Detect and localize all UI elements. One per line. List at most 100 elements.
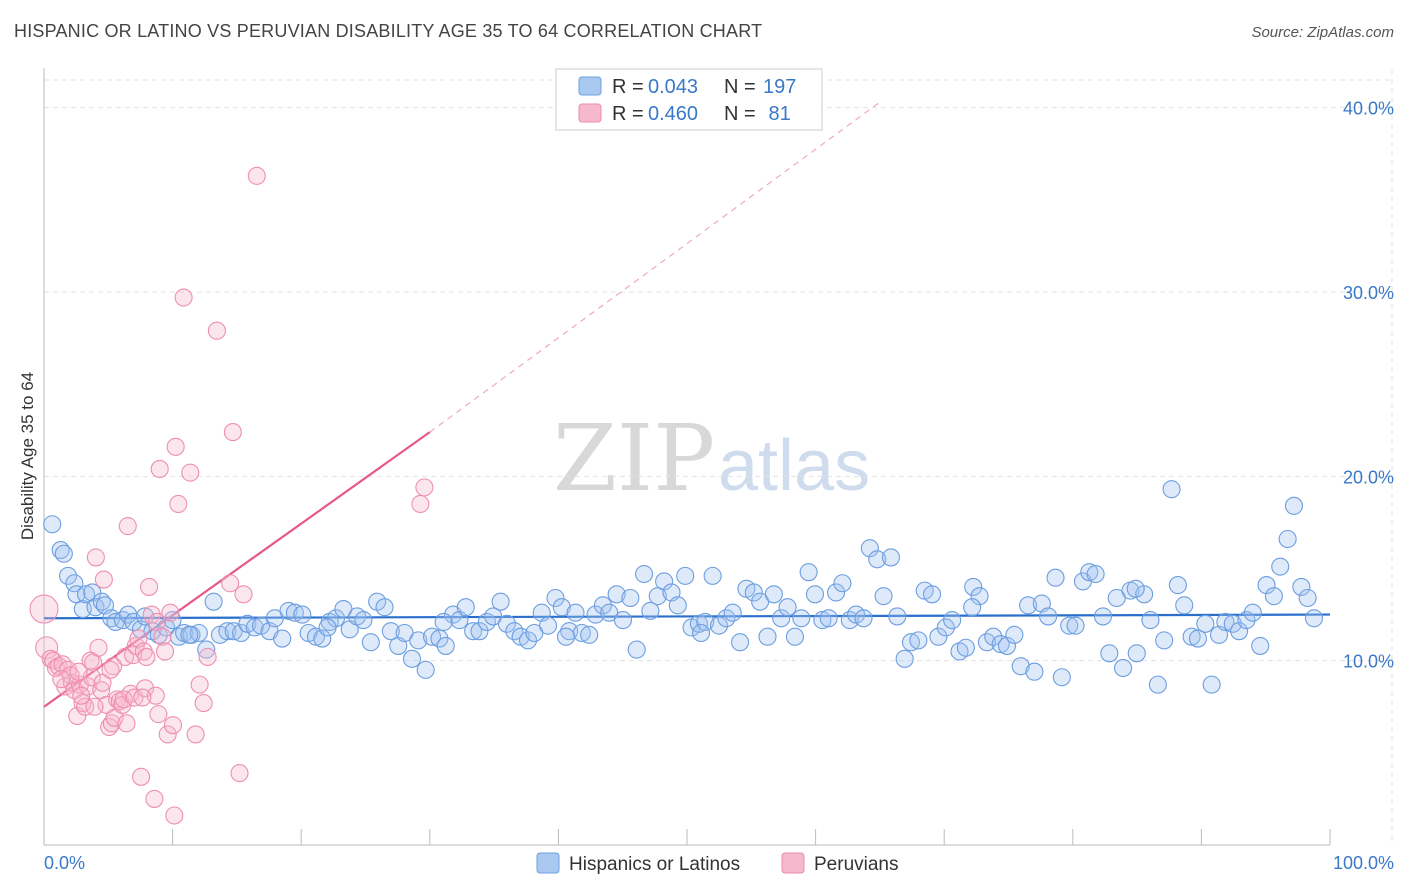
point-hispanics bbox=[1080, 563, 1099, 582]
point-peruvians bbox=[190, 675, 209, 694]
point-peruvians bbox=[161, 603, 180, 622]
point-peruvians bbox=[133, 688, 152, 707]
point-peruvians bbox=[155, 642, 175, 661]
point-hispanics bbox=[65, 574, 84, 593]
point-hispanics bbox=[827, 583, 846, 602]
legend-r-label-1: R = bbox=[612, 76, 644, 98]
point-hispanics bbox=[273, 629, 292, 648]
point-hispanics bbox=[868, 550, 887, 569]
watermark-atlas: atlas bbox=[718, 426, 870, 506]
point-peruvians bbox=[145, 789, 164, 808]
point-hispanics bbox=[1086, 564, 1105, 584]
point-hispanics bbox=[83, 583, 102, 602]
point-hispanics bbox=[607, 585, 626, 604]
point-peruvians bbox=[223, 423, 242, 442]
point-hispanics bbox=[1100, 644, 1119, 663]
point-hispanics bbox=[627, 640, 646, 659]
point-hispanics bbox=[874, 587, 893, 606]
point-hispanics bbox=[539, 616, 558, 635]
trend-line-peruvians bbox=[43, 431, 431, 708]
point-hispanics bbox=[970, 587, 989, 606]
point-hispanics bbox=[157, 618, 176, 637]
point-peruvians bbox=[174, 288, 193, 307]
point-hispanics bbox=[881, 548, 900, 567]
point-hispanics bbox=[518, 631, 538, 650]
point-peruvians bbox=[29, 594, 59, 624]
source-label: Source: ZipAtlas.com bbox=[1251, 24, 1394, 41]
point-hispanics bbox=[197, 640, 216, 659]
point-hispanics bbox=[470, 622, 489, 641]
point-hispanics bbox=[621, 588, 640, 608]
point-hispanics bbox=[58, 566, 78, 585]
point-hispanics bbox=[1162, 480, 1181, 499]
point-peruvians bbox=[132, 767, 151, 786]
point-hispanics bbox=[409, 631, 428, 650]
point-hispanics bbox=[1155, 631, 1174, 650]
point-hispanics bbox=[1148, 675, 1167, 694]
point-hispanics bbox=[792, 609, 811, 628]
point-hispanics bbox=[854, 609, 873, 628]
point-hispanics bbox=[888, 607, 907, 626]
point-hispanics bbox=[696, 612, 715, 632]
point-peruvians bbox=[89, 638, 108, 657]
point-hispanics bbox=[758, 627, 777, 646]
point-hispanics bbox=[1202, 675, 1221, 694]
bottom-legend-swatch-hispanics bbox=[536, 852, 560, 874]
point-hispanics bbox=[1271, 557, 1290, 576]
point-hispanics bbox=[464, 622, 483, 641]
series-hispanics-points bbox=[43, 480, 1324, 694]
point-peruvians bbox=[105, 708, 124, 727]
y-tick-label: 10.0% bbox=[1343, 652, 1394, 672]
point-hispanics bbox=[929, 627, 948, 646]
point-hispanics bbox=[436, 636, 455, 655]
point-peruvians bbox=[198, 647, 217, 667]
legend-r-value-2: 0.460 bbox=[648, 103, 698, 125]
point-peruvians bbox=[117, 714, 136, 733]
point-hispanics bbox=[691, 623, 711, 643]
point-hispanics bbox=[1284, 496, 1304, 515]
point-hispanics bbox=[593, 596, 612, 615]
point-hispanics bbox=[655, 572, 674, 591]
point-hispanics bbox=[285, 603, 304, 622]
point-hispanics bbox=[764, 585, 783, 604]
point-hispanics bbox=[668, 596, 687, 615]
point-hispanics bbox=[1298, 588, 1317, 608]
point-peruvians bbox=[153, 627, 172, 646]
point-peruvians bbox=[207, 321, 226, 340]
point-hispanics bbox=[997, 636, 1017, 655]
point-hispanics bbox=[232, 623, 251, 643]
legend-n-value-2: 81 bbox=[763, 103, 791, 125]
legend-r-label-2: R = bbox=[612, 103, 644, 125]
point-peruvians bbox=[169, 494, 188, 514]
point-peruvians bbox=[140, 577, 159, 596]
point-hispanics bbox=[54, 544, 73, 563]
legend-bottom: Hispanics or Latinos Peruvians bbox=[536, 852, 899, 875]
point-hispanics bbox=[76, 585, 96, 604]
point-hispanics bbox=[422, 627, 442, 646]
point-hispanics bbox=[813, 611, 832, 630]
point-hispanics bbox=[1264, 587, 1283, 606]
point-hispanics bbox=[676, 566, 695, 585]
point-hispanics bbox=[785, 627, 804, 646]
point-peruvians bbox=[86, 548, 105, 567]
y-tick-label: 20.0% bbox=[1343, 467, 1394, 487]
point-hispanics bbox=[1257, 576, 1276, 595]
point-hispanics bbox=[586, 605, 605, 624]
legend-swatch-peruvians bbox=[578, 103, 602, 123]
point-peruvians bbox=[247, 166, 266, 185]
point-hispanics bbox=[1216, 612, 1235, 632]
point-hispanics bbox=[552, 598, 571, 617]
point-hispanics bbox=[313, 629, 332, 648]
point-hispanics bbox=[381, 622, 400, 641]
trend-line-peruvians-extension bbox=[429, 101, 881, 433]
bottom-legend-swatch-peruvians bbox=[781, 852, 805, 874]
point-hispanics bbox=[1127, 644, 1146, 663]
point-hispanics bbox=[1168, 576, 1187, 595]
point-peruvians bbox=[150, 459, 169, 479]
point-hispanics bbox=[1113, 658, 1133, 678]
point-peruvians bbox=[76, 697, 95, 716]
legend-r-value-1: 0.043 bbox=[648, 76, 698, 98]
point-peruvians bbox=[194, 694, 213, 713]
point-hispanics bbox=[1141, 611, 1160, 630]
